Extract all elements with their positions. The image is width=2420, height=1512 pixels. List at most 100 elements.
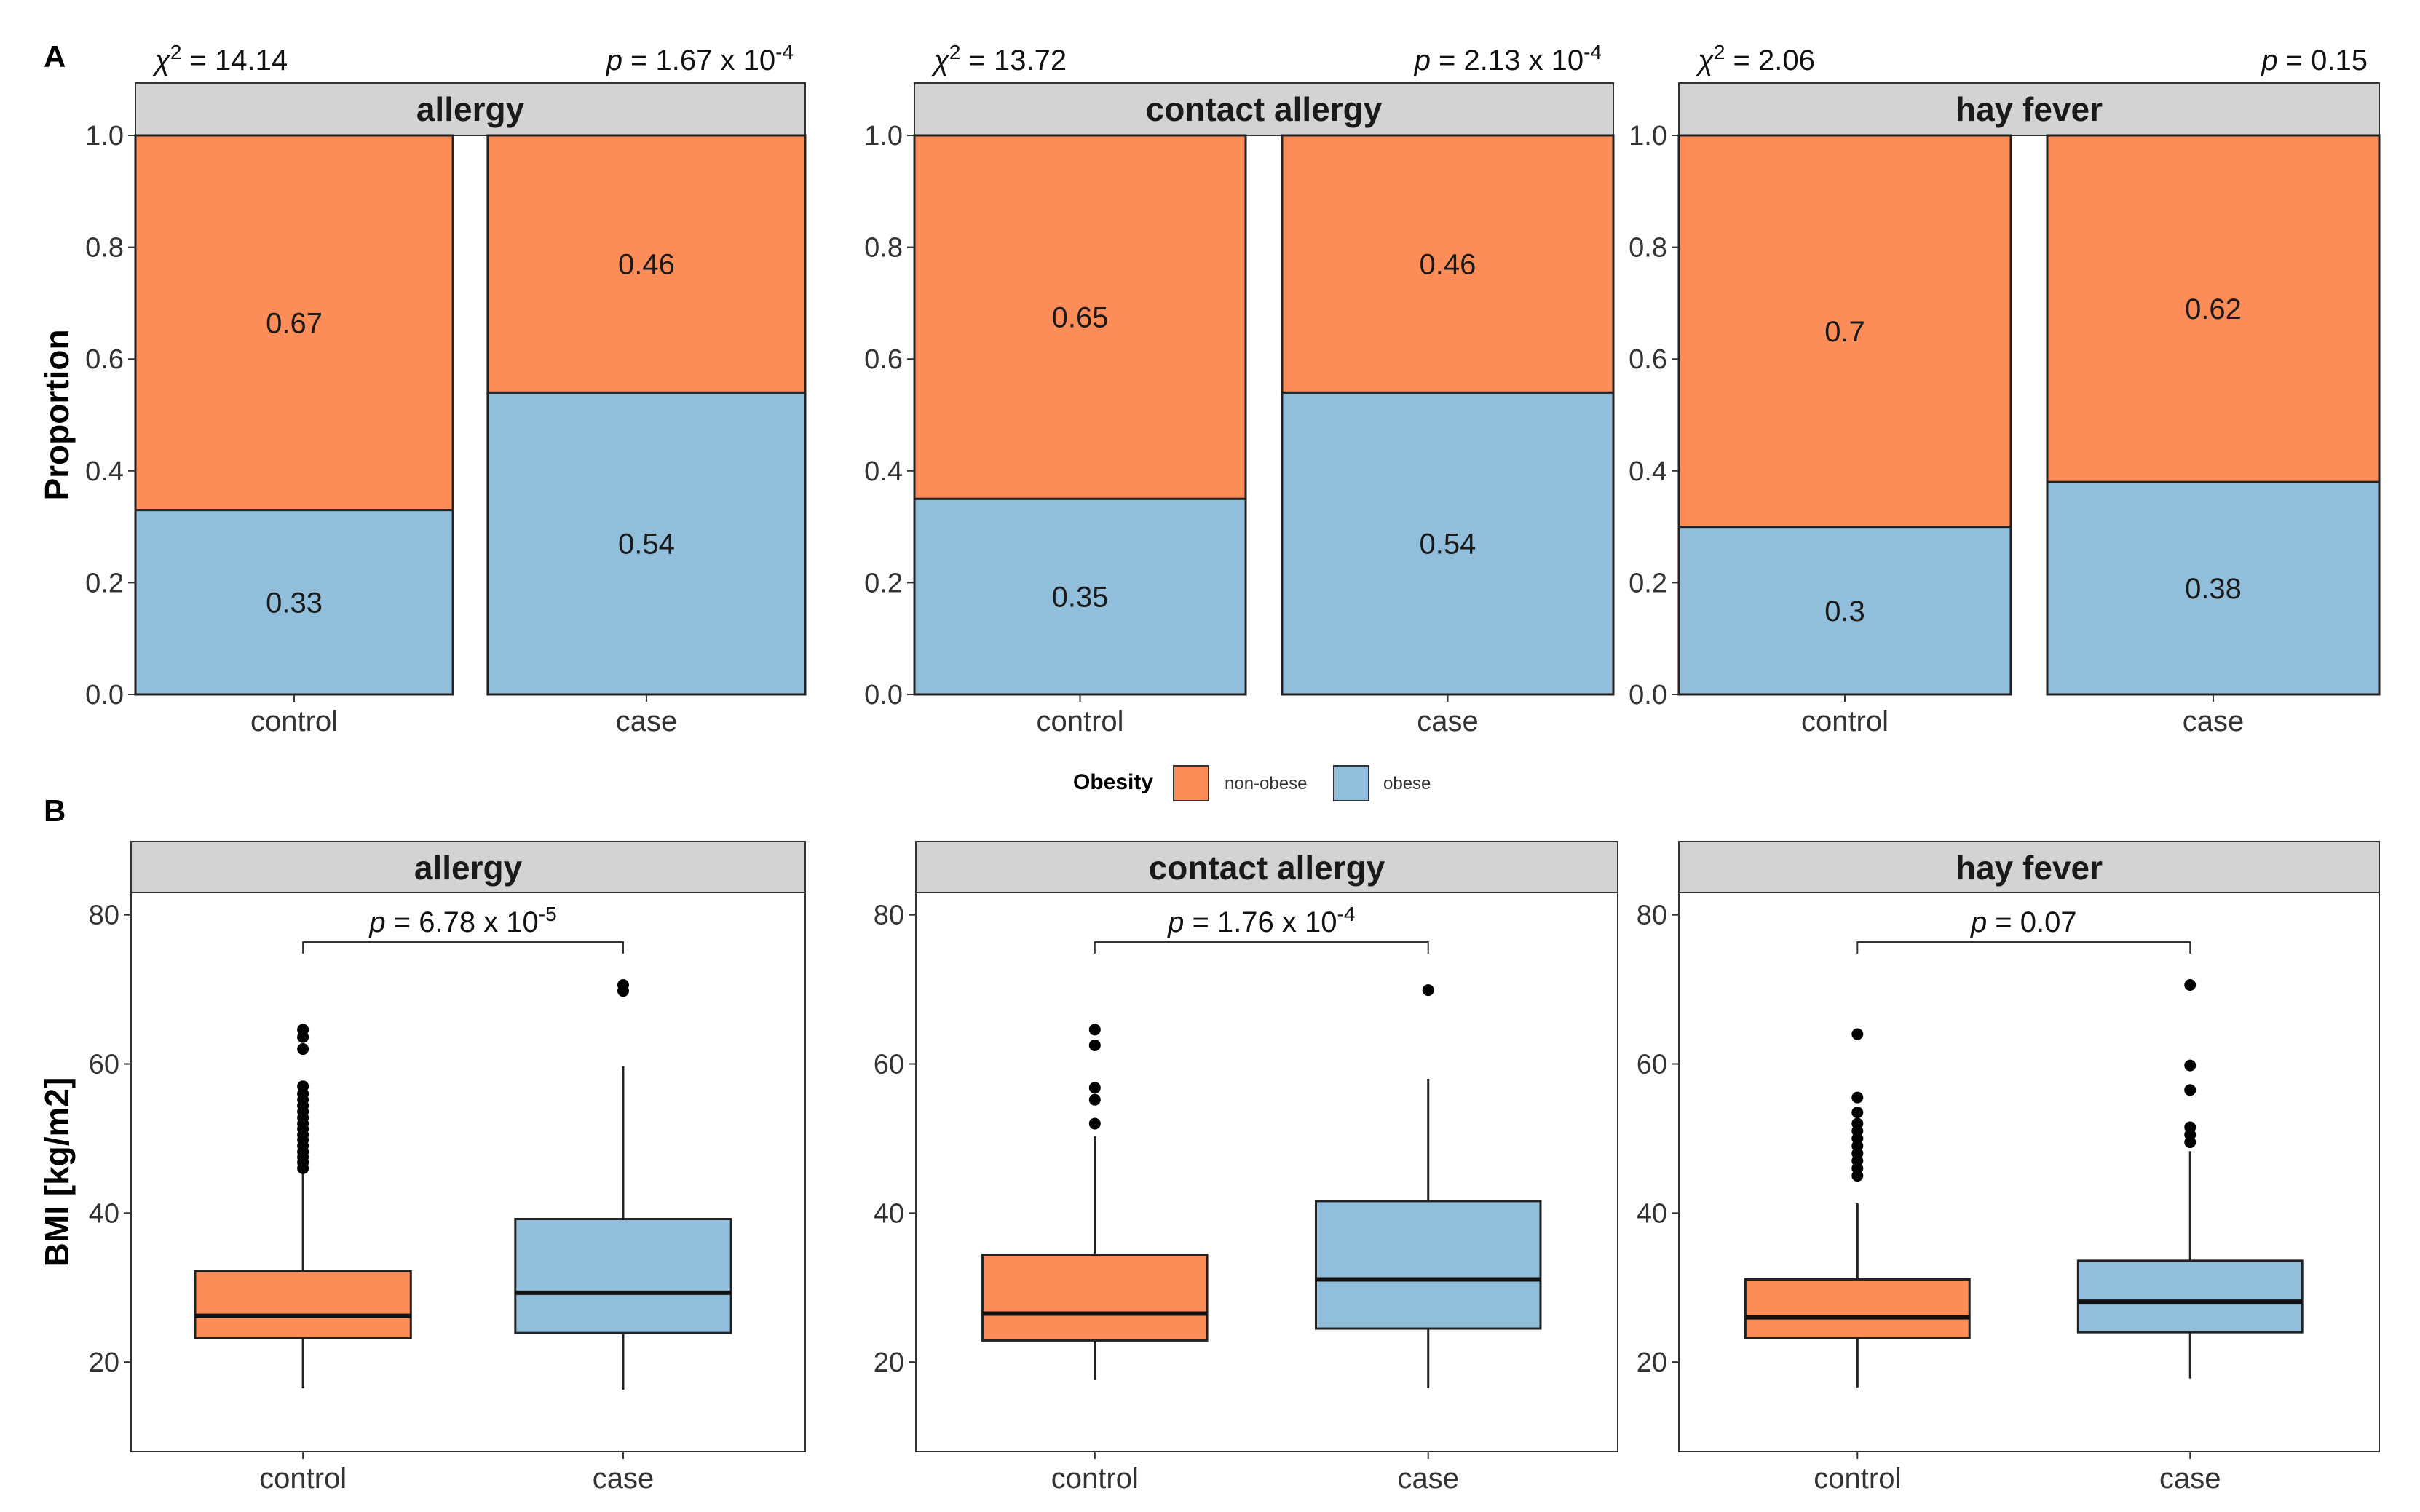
bar-obese-control <box>913 497 1247 696</box>
chi-square-label: χ2 = 14.14 <box>152 41 288 77</box>
y-tick-label: 0.6 <box>1629 344 1667 375</box>
y-tick-label: 0.8 <box>1629 233 1667 264</box>
outlier-point <box>297 1043 309 1056</box>
y-tick-label: 0.4 <box>864 456 903 487</box>
box-control <box>194 1270 412 1339</box>
x-tick-label-control: control <box>1814 1462 1901 1495</box>
outlier-point <box>2184 1059 2196 1072</box>
outlier-point <box>2184 1084 2196 1096</box>
p-value-label: p = 1.67 x 10-4 <box>606 41 794 77</box>
p-value-label: p = 0.15 <box>2261 44 2368 76</box>
data-label-obese-control: 0.35 <box>1052 582 1109 614</box>
box-case <box>1314 1200 1542 1330</box>
bar-non-obese-control <box>134 134 454 512</box>
outlier-point <box>1088 1093 1101 1106</box>
legend-label-obese: obese <box>1383 774 1431 793</box>
chi-square-label: χ2 = 13.72 <box>931 41 1067 77</box>
bar-non-obese-control <box>913 134 1247 500</box>
data-label-obese-control: 0.33 <box>266 587 323 619</box>
x-tick-label-case: case <box>616 705 678 737</box>
plot-border <box>130 892 806 1452</box>
y-tick-label: 0.0 <box>864 680 903 711</box>
x-tick-label-control: control <box>1801 705 1889 737</box>
y-tick-label: 40 <box>874 1198 904 1229</box>
outlier-point <box>1422 984 1434 997</box>
y-tick-label: 40 <box>89 1198 119 1229</box>
proportion-facet-hay-fever: hay fever χ2 = 2.06 p = 0.15 0.0 0.2 0.4 0.6 0.… <box>1629 41 2381 737</box>
outlier-point <box>1851 1091 1864 1104</box>
outlier-point <box>2184 1121 2196 1133</box>
bar-non-obese-case <box>2046 134 2381 483</box>
bar-obese-case <box>2046 480 2381 696</box>
bar-obese-control <box>1677 526 2012 696</box>
box-case <box>514 1218 732 1334</box>
y-tick-label: 1.0 <box>1629 121 1667 151</box>
y-tick-label: 0.8 <box>864 233 903 264</box>
y-tick-label: 1.0 <box>85 121 124 151</box>
facet-title: contact allergy <box>1146 90 1383 128</box>
y-tick-label: 40 <box>1637 1198 1667 1229</box>
box-control <box>1744 1278 1971 1339</box>
x-tick-label-control: control <box>259 1462 347 1495</box>
outlier-point <box>1088 1039 1101 1051</box>
panel-label-b: B <box>44 793 66 828</box>
box-case <box>2076 1259 2304 1334</box>
x-tick-label-control: control <box>250 705 338 737</box>
outlier-point <box>617 978 629 991</box>
x-tick-label-control: control <box>1051 1462 1139 1495</box>
box-control <box>981 1254 1209 1342</box>
outlier-point <box>2184 978 2196 991</box>
boxplot-facet-allergy: allergy 20 40 60 80 control case p = 6.78 x 10-… <box>89 841 806 1495</box>
outlier-point <box>1088 1117 1101 1130</box>
x-tick-label-case: case <box>1397 1462 1459 1495</box>
bar-obese-case <box>486 391 807 696</box>
bar-non-obese-control <box>1677 134 2012 529</box>
significance-bracket <box>1856 941 2191 954</box>
legend: Obesity non-obese obese <box>1073 765 1431 801</box>
plot-border <box>915 892 1618 1452</box>
chi-square-label: χ2 = 2.06 <box>1696 41 1815 77</box>
facet-title: allergy <box>416 90 525 128</box>
facet-title: allergy <box>414 849 523 887</box>
proportion-facet-allergy: allergy χ2 = 14.14 p = 1.67 x 10-4 0.0 0.2 0.… <box>85 41 807 737</box>
bar-non-obese-case <box>486 134 807 394</box>
p-value-label: p = 2.13 x 10-4 <box>1414 41 1602 77</box>
outlier-point <box>1851 1117 1864 1130</box>
facet-title: contact allergy <box>1149 849 1385 887</box>
significance-bracket <box>302 941 624 954</box>
y-tick-label: 0.0 <box>1629 680 1667 711</box>
p-value-label: p = 0.07 <box>1970 906 2077 938</box>
y-tick-label: 20 <box>1637 1347 1667 1378</box>
outlier-point <box>1088 1082 1101 1094</box>
significance-bracket <box>1094 941 1429 954</box>
y-tick-label: 0.4 <box>85 456 124 487</box>
facet-title: hay fever <box>1956 90 2103 128</box>
outlier-point <box>1851 1028 1864 1040</box>
x-tick-label-case: case <box>2183 705 2245 737</box>
facet-strip <box>914 82 1614 136</box>
y-tick-label: 0.8 <box>85 233 124 264</box>
facet-strip <box>1678 841 2380 893</box>
y-tick-label: 20 <box>89 1347 119 1378</box>
y-tick-label: 0.0 <box>85 680 124 711</box>
outlier-point <box>1088 1024 1101 1036</box>
facet-strip <box>915 841 1618 893</box>
y-tick-label: 60 <box>89 1050 119 1080</box>
bar-non-obese-case <box>1281 134 1615 394</box>
bar-obese-control <box>134 509 454 696</box>
boxplot-facet-hay-fever: hay fever 20 40 60 80 control case p = 0.07 <box>1637 841 2380 1495</box>
data-label-non-obese-case: 0.46 <box>1420 249 1476 281</box>
outlier-point <box>1851 1107 1864 1119</box>
legend-label-non-obese: non-obese <box>1225 774 1307 793</box>
y-tick-label: 80 <box>874 901 904 931</box>
data-label-obese-case: 0.54 <box>618 529 675 561</box>
y-tick-label: 80 <box>89 901 119 931</box>
proportion-facet-contact-allergy: contact allergy χ2 = 13.72 p = 2.13 x 10-4… <box>864 41 1615 737</box>
y-tick-label: 60 <box>1637 1050 1667 1080</box>
y-tick-label: 0.6 <box>85 344 124 375</box>
facet-strip <box>1678 82 2380 136</box>
data-label-non-obese-control: 0.67 <box>266 307 323 339</box>
charts: allergy χ2 = 14.14 p = 1.67 x 10-4 0.0 0.2 0.… <box>38 41 2381 1495</box>
outlier-point <box>297 1024 309 1036</box>
